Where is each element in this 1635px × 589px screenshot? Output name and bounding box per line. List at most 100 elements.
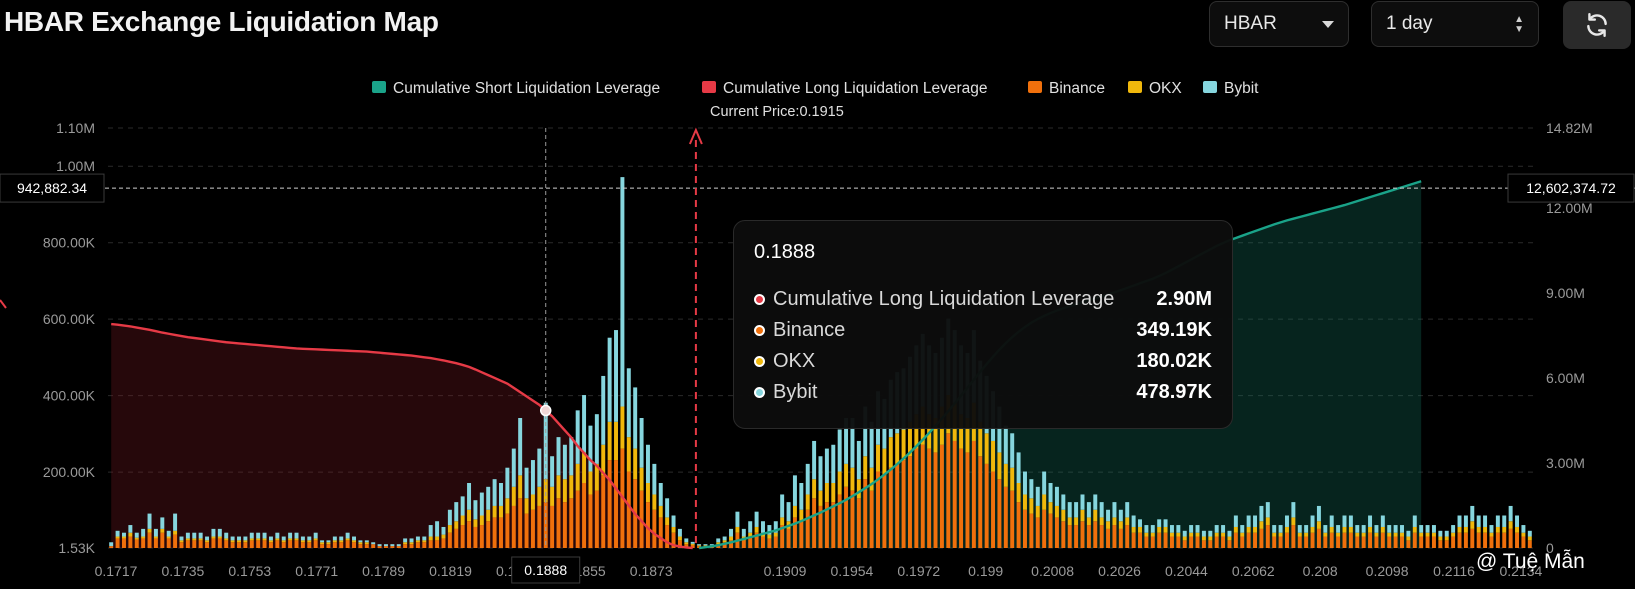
- bar-binance-200: [1387, 536, 1392, 548]
- refresh-button[interactable]: [1563, 1, 1631, 49]
- tooltip-value: 478.97K: [1136, 381, 1212, 403]
- x-tick-21: 0.2134: [1499, 563, 1542, 579]
- bar-binance-19: [230, 542, 235, 548]
- bar-bybit-56: [467, 483, 472, 510]
- bar-binance-63: [511, 505, 516, 548]
- crosshair-x-badge: [511, 556, 581, 584]
- bar-binance-216: [1489, 536, 1494, 548]
- bar-okx-56: [467, 509, 472, 522]
- bar-okx-90: [684, 542, 689, 545]
- y-right-tick-4: 12.00M: [1546, 200, 1593, 216]
- bar-binance-214: [1476, 532, 1481, 548]
- bar-okx-177: [1240, 532, 1245, 537]
- tooltip-title: 0.1888: [754, 241, 816, 263]
- bar-okx-192: [1336, 532, 1341, 537]
- bar-bybit-66: [530, 460, 535, 495]
- tooltip-value: 2.90M: [1156, 288, 1212, 310]
- bar-binance-179: [1253, 532, 1258, 548]
- bar-okx-202: [1400, 532, 1404, 537]
- bar-bybit-202: [1400, 525, 1404, 533]
- bar-bybit-213: [1470, 505, 1475, 522]
- bar-okx-107: [792, 505, 797, 518]
- bar-bybit-78: [607, 337, 612, 422]
- bar-bybit-146: [1042, 471, 1047, 495]
- bar-binance-143: [1023, 509, 1027, 548]
- bar-okx-37: [345, 538, 350, 541]
- bar-binance-70: [556, 498, 561, 548]
- bar-binance-211: [1457, 532, 1462, 548]
- bar-binance-188: [1310, 532, 1315, 548]
- bar-bybit-184: [1284, 515, 1289, 527]
- long-cumulative-line: [111, 322, 693, 550]
- bar-okx-201: [1393, 532, 1398, 537]
- x-tick-10: 0.1909: [764, 563, 807, 579]
- bar-okx-122: [888, 437, 893, 468]
- legend-swatch-3: [1128, 81, 1142, 93]
- y-left-tick-5: 1.00M: [56, 158, 95, 174]
- legend-label-0: Cumulative Short Liquidation Leverage: [393, 80, 660, 97]
- bar-bybit-77: [601, 375, 606, 445]
- bar-bybit-51: [435, 521, 440, 537]
- bar-binance-14: [198, 540, 203, 548]
- bar-bybit-93: [703, 544, 708, 546]
- bar-okx-204: [1412, 526, 1417, 533]
- bar-okx-123: [895, 433, 900, 464]
- bar-okx-75: [588, 471, 593, 495]
- bar-binance-112: [824, 502, 829, 548]
- bar-binance-173: [1214, 536, 1219, 548]
- bar-binance-136: [978, 456, 983, 548]
- bar-bybit-158: [1118, 509, 1123, 522]
- bar-binance-35: [332, 542, 337, 548]
- bar-binance-9: [166, 538, 171, 548]
- bar-okx-212: [1463, 526, 1468, 533]
- tooltip-dot-icon: [754, 294, 765, 305]
- crosshair-x-value: 0.1888: [524, 562, 567, 578]
- bar-okx-171: [1201, 536, 1206, 541]
- x-tick-11: 0.1954: [830, 563, 873, 579]
- bar-bybit-60: [492, 479, 497, 506]
- bar-binance-108: [799, 521, 804, 548]
- x-tick-20: 0.2116: [1433, 563, 1475, 579]
- bar-bybit-1: [115, 530, 120, 537]
- bar-bybit-212: [1463, 515, 1468, 527]
- crosshair-right-badge: [1507, 173, 1635, 203]
- tooltip-label: Bybit: [773, 381, 818, 403]
- bar-binance-111: [818, 505, 823, 548]
- bar-okx-149: [1061, 509, 1066, 522]
- bar-bybit-55: [460, 496, 465, 516]
- crosshair-overlay: 942,882.34 12,602,374.72 0.1888: [0, 127, 1635, 584]
- bar-bybit-189: [1316, 505, 1321, 522]
- bar-okx-160: [1131, 526, 1136, 533]
- bar-bybit-37: [345, 532, 350, 539]
- bar-bybit-221: [1521, 525, 1526, 533]
- bar-binance-53: [447, 532, 452, 548]
- bar-okx-124: [901, 429, 906, 461]
- crosshair-right-value: 12,602,374.72: [1526, 180, 1616, 196]
- bar-binance-113: [831, 502, 836, 548]
- bar-binance-152: [1080, 521, 1085, 548]
- bar-okx-5: [141, 536, 146, 539]
- coin-select[interactable]: HBAR: [1209, 1, 1349, 47]
- bar-binance-34: [326, 544, 331, 548]
- bar-okx-61: [499, 505, 503, 518]
- bar-binance-206: [1425, 536, 1430, 548]
- bar-bybit-15: [205, 536, 210, 541]
- bar-bybit-34: [326, 540, 331, 543]
- bar-binance-72: [569, 498, 574, 548]
- bar-okx-20: [237, 540, 241, 543]
- bar-binance-15: [205, 542, 210, 548]
- bar-okx-97: [729, 536, 734, 541]
- bar-okx-157: [1112, 517, 1117, 526]
- bar-binance-38: [352, 542, 357, 548]
- bar-bybit-65: [524, 467, 529, 499]
- bar-bybit-139: [997, 406, 1002, 453]
- bar-bybit-23: [256, 532, 261, 539]
- bar-binance-167: [1176, 536, 1181, 548]
- current-price-label: Current Price:0.1915: [710, 104, 844, 120]
- bar-okx-187: [1304, 532, 1309, 537]
- bar-okx-31: [307, 540, 312, 543]
- bar-binance-217: [1495, 532, 1500, 548]
- range-select[interactable]: 1 day ▲ ▼: [1371, 1, 1539, 47]
- bar-okx-119: [869, 467, 874, 491]
- bar-binance-60: [492, 517, 497, 548]
